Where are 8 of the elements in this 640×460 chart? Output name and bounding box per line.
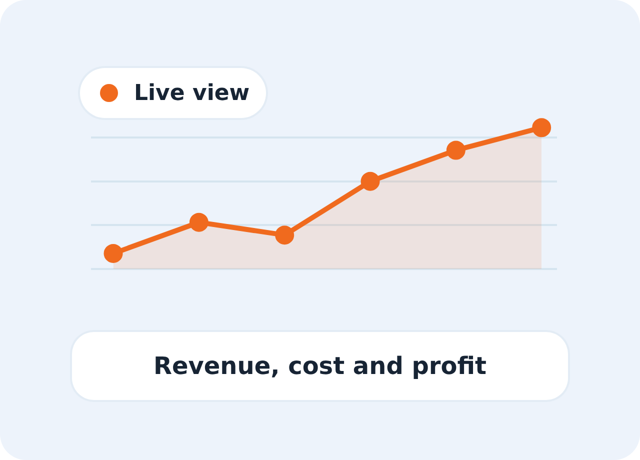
legend-label: Live view (134, 80, 250, 106)
text: Revenue, cost and profit (153, 352, 486, 380)
point (104, 244, 123, 263)
point (446, 140, 466, 160)
point (360, 172, 380, 191)
point (189, 212, 208, 232)
point (275, 226, 294, 245)
point (532, 118, 552, 138)
